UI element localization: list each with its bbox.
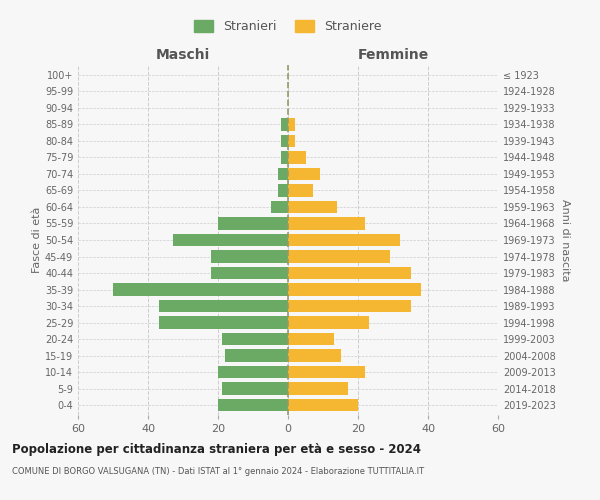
Bar [218, 366, 288, 378]
Bar [173, 234, 288, 246]
Bar [288, 135, 295, 147]
Text: Femmine: Femmine [358, 48, 428, 62]
Bar [211, 267, 288, 279]
Bar [288, 366, 365, 378]
Bar [288, 399, 358, 411]
Bar [288, 234, 400, 246]
Bar [288, 300, 410, 312]
Bar [277, 184, 288, 196]
Legend: Stranieri, Straniere: Stranieri, Straniere [190, 15, 386, 38]
Bar [288, 316, 368, 328]
Text: Maschi: Maschi [156, 48, 210, 62]
Y-axis label: Fasce di età: Fasce di età [32, 207, 42, 273]
Bar [288, 250, 389, 262]
Text: Popolazione per cittadinanza straniera per età e sesso - 2024: Popolazione per cittadinanza straniera p… [12, 442, 421, 456]
Bar [288, 350, 341, 362]
Text: COMUNE DI BORGO VALSUGANA (TN) - Dati ISTAT al 1° gennaio 2024 - Elaborazione TU: COMUNE DI BORGO VALSUGANA (TN) - Dati IS… [12, 468, 424, 476]
Bar [288, 184, 313, 196]
Bar [288, 201, 337, 213]
Bar [158, 300, 288, 312]
Bar [277, 168, 288, 180]
Bar [288, 382, 347, 395]
Bar [221, 333, 288, 345]
Bar [288, 333, 334, 345]
Bar [288, 284, 421, 296]
Bar [281, 152, 288, 164]
Bar [113, 284, 288, 296]
Bar [288, 267, 410, 279]
Bar [221, 382, 288, 395]
Bar [288, 218, 365, 230]
Bar [288, 118, 295, 130]
Bar [271, 201, 288, 213]
Bar [281, 118, 288, 130]
Bar [158, 316, 288, 328]
Bar [281, 135, 288, 147]
Bar [288, 168, 320, 180]
Bar [288, 152, 305, 164]
Y-axis label: Anni di nascita: Anni di nascita [560, 198, 569, 281]
Bar [218, 399, 288, 411]
Bar [211, 250, 288, 262]
Bar [225, 350, 288, 362]
Bar [218, 218, 288, 230]
